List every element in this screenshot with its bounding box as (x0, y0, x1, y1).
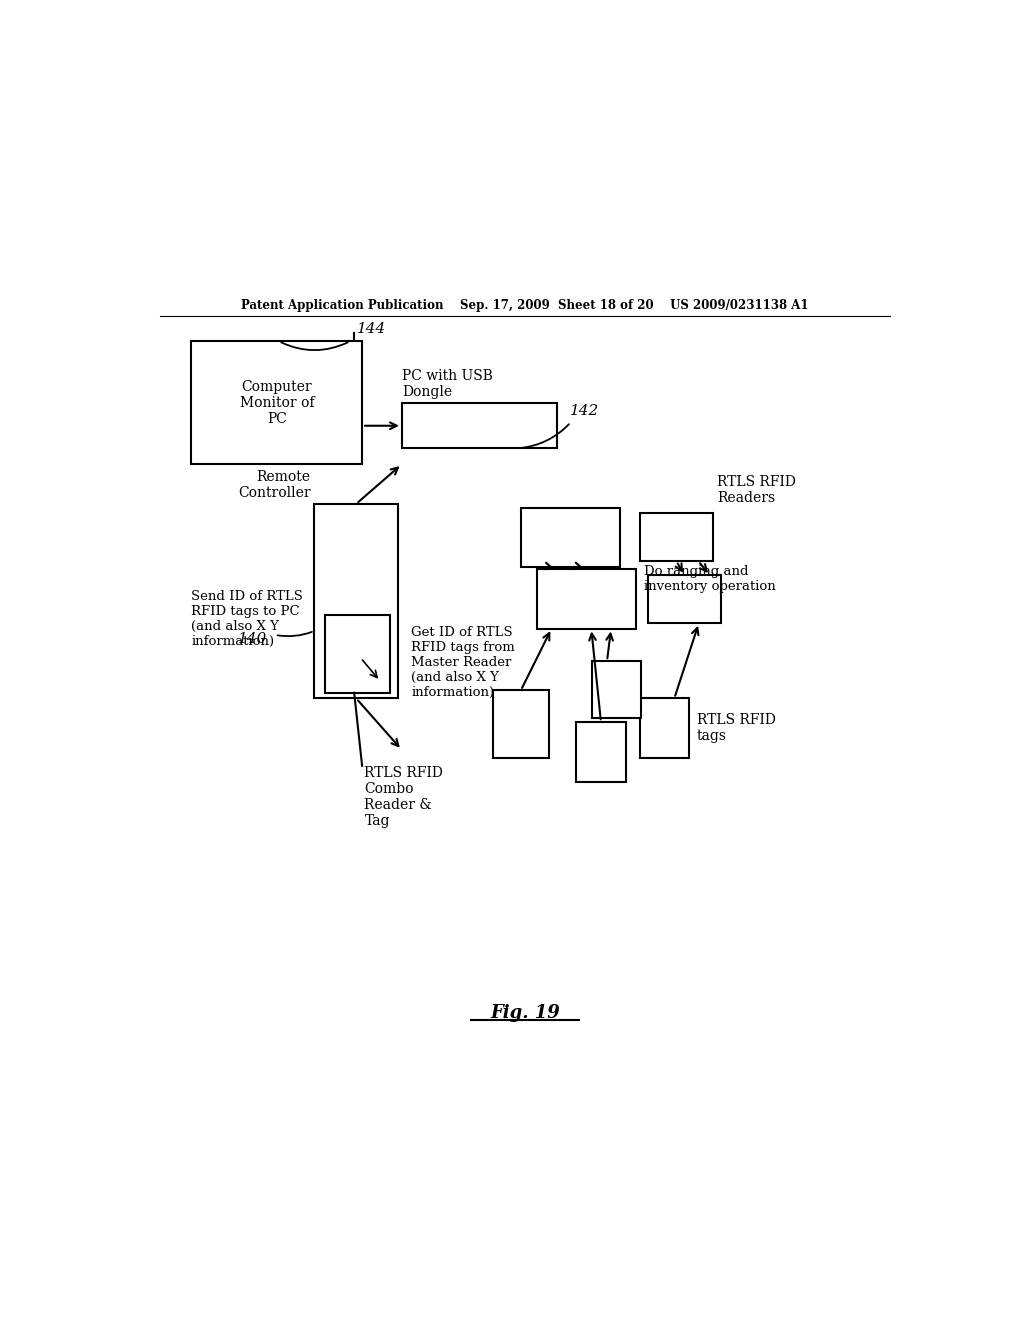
Text: Fig. 19: Fig. 19 (489, 1005, 560, 1023)
Bar (314, 504, 397, 698)
Text: RTLS RFID
Readers: RTLS RFID Readers (717, 475, 796, 506)
Text: Patent Application Publication    Sep. 17, 2009  Sheet 18 of 20    US 2009/02311: Patent Application Publication Sep. 17, … (241, 300, 809, 312)
Bar (537, 569, 636, 628)
Text: Do ranging and
inventory operation: Do ranging and inventory operation (644, 565, 775, 593)
Bar (521, 508, 621, 568)
Text: 140: 140 (238, 632, 267, 645)
Text: Send ID of RTLS
RFID tags to PC
(and also X Y
information): Send ID of RTLS RFID tags to PC (and als… (191, 590, 303, 648)
Bar (191, 342, 362, 465)
Bar (401, 403, 557, 449)
Text: 144: 144 (356, 322, 386, 337)
Bar (592, 661, 641, 718)
Text: Get ID of RTLS
RFID tags from
Master Reader
(and also X Y
information): Get ID of RTLS RFID tags from Master Rea… (412, 626, 515, 700)
Text: Computer
Monitor of
PC: Computer Monitor of PC (240, 380, 314, 426)
Bar (640, 513, 713, 561)
Bar (577, 722, 626, 781)
Text: RTLS RFID
Combo
Reader &
Tag: RTLS RFID Combo Reader & Tag (365, 766, 443, 829)
Text: Remote
Controller: Remote Controller (238, 470, 310, 500)
Text: RTLS RFID
tags: RTLS RFID tags (697, 713, 776, 743)
Text: PC with USB
Dongle: PC with USB Dongle (401, 370, 493, 399)
Bar (640, 698, 689, 758)
Bar (648, 576, 721, 623)
Bar (325, 615, 390, 693)
Text: 142: 142 (570, 404, 599, 418)
Bar (494, 690, 549, 758)
